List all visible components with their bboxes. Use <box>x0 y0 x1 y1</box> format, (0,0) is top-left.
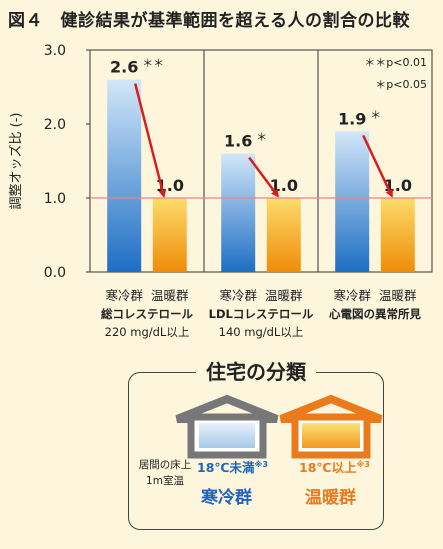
plot-frame <box>89 49 433 273</box>
bar-cold <box>335 131 370 272</box>
cold-note-mark: ※3 <box>254 459 268 469</box>
category-label: 温暖群 <box>379 288 417 303</box>
cold-condition: 18℃未満※3 <box>197 457 268 476</box>
y-tick-label: 1.0 <box>44 191 66 207</box>
housing-classification-panel: 住宅の分類 居間の床上 1m室温 18℃未満※3 18℃以上※3 寒冷群 <box>128 356 384 530</box>
warm-house-icon <box>279 394 383 459</box>
bar-value-label: 1.6 <box>224 132 252 151</box>
decrease-arrow <box>133 83 167 198</box>
cold-condition-text: 18℃未満 <box>197 460 255 475</box>
house-illustrations <box>175 394 383 459</box>
floor-desc-line1: 居間の床上 <box>138 459 192 471</box>
y-axis-label: 調整オッズ比 (-) <box>8 113 24 210</box>
group-subtitle: 140 mg/dL以上 <box>219 325 304 339</box>
group-label: 総コレステロール <box>101 307 193 321</box>
bar-warm <box>380 198 415 272</box>
significance-legend-item: ＊p<0.05 <box>375 78 427 91</box>
warm-condition: 18℃以上※3 <box>299 457 370 476</box>
warm-note-mark: ※3 <box>356 459 370 469</box>
decrease-arrow <box>362 134 393 198</box>
floor-desc-line2: 1m室温 <box>146 475 184 487</box>
significance-mark: ＊ <box>256 131 267 144</box>
group-label: 心電図の異常所見 <box>329 307 421 321</box>
category-label: 寒冷群 <box>219 288 257 303</box>
category-label: 温暖群 <box>151 288 189 303</box>
bar-cold <box>221 153 256 272</box>
figure-title: 図４ 健診結果が基準範囲を超える人の割合の比較 <box>8 11 410 31</box>
y-tick-label: 3.0 <box>44 43 66 59</box>
significance-mark: ＊ <box>370 108 381 121</box>
y-tick-label: 2.0 <box>44 117 66 133</box>
category-label: 寒冷群 <box>105 288 143 303</box>
category-label: 寒冷群 <box>333 288 371 303</box>
bar-warm <box>266 198 301 272</box>
cold-house-icon <box>175 394 279 459</box>
group-subtitle: 220 mg/dL以上 <box>105 325 190 339</box>
warm-condition-text: 18℃以上 <box>299 460 357 475</box>
group-label: LDLコレステロール <box>209 307 314 321</box>
y-tick-label: 0.0 <box>44 265 66 281</box>
significance-mark: ＊＊ <box>142 57 164 70</box>
decrease-arrow <box>248 156 279 198</box>
bar-cold <box>107 79 142 272</box>
bar-value-label: 2.6 <box>110 58 138 77</box>
housing-classification-title: 住宅の分類 <box>196 356 316 385</box>
significance-legend-item: ＊＊p<0.01 <box>364 56 427 69</box>
warm-group-label: 温暖群 <box>305 488 356 508</box>
category-label: 温暖群 <box>265 288 303 303</box>
cold-group-label: 寒冷群 <box>201 488 252 508</box>
bar-warm <box>152 198 187 272</box>
bar-value-label: 1.9 <box>338 109 366 128</box>
floor-temperature-description: 居間の床上 1m室温 <box>129 457 201 489</box>
